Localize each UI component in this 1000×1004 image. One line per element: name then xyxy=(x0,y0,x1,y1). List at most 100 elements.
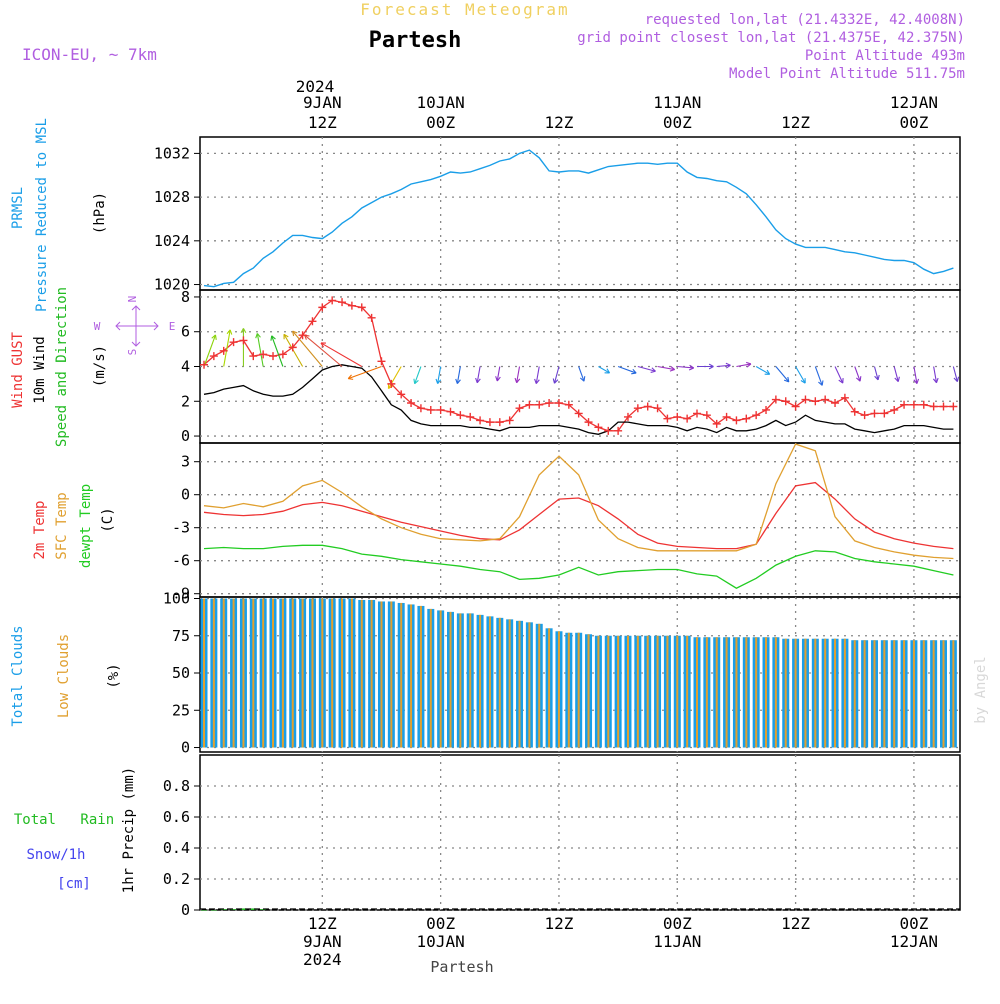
low-cloud-bar xyxy=(331,598,334,748)
wind-barb-head xyxy=(514,377,521,384)
gust-marker xyxy=(308,317,317,326)
y-tick-label: 50 xyxy=(172,664,190,682)
gust-marker xyxy=(831,399,840,408)
gust-marker xyxy=(318,303,327,312)
low-cloud-bar xyxy=(360,599,363,748)
pressure-ylabel-desc: Pressure Reduced to MSL xyxy=(34,118,50,312)
time-tick-top-label: 10JAN xyxy=(417,93,465,112)
low-cloud-bar xyxy=(567,632,570,748)
time-tick-top-label: 12JAN xyxy=(890,93,938,112)
low-cloud-bar xyxy=(242,598,245,748)
wind-barb xyxy=(203,334,217,367)
low-cloud-bar xyxy=(646,635,649,748)
time-tick-top-label: 12Z xyxy=(545,113,574,132)
gust-marker xyxy=(436,405,445,414)
y-tick-label: 8 xyxy=(181,288,190,306)
temp-sfc-line xyxy=(203,443,954,560)
rain-bar xyxy=(250,908,257,910)
low-cloud-bar xyxy=(794,638,797,748)
wind-barb xyxy=(456,366,461,384)
y-tick-label: 3 xyxy=(181,453,190,471)
wind-barb xyxy=(657,365,675,371)
time-tick-bottom-label: 9JAN xyxy=(303,932,342,951)
low-cloud-bar xyxy=(774,637,777,748)
wind-barb xyxy=(775,366,790,383)
model-altitude: Model Point Altitude 511.75m xyxy=(729,66,965,82)
gust-marker xyxy=(584,418,593,427)
wind-barb-head xyxy=(413,378,419,385)
time-tick-bottom-label: 11JAN xyxy=(653,932,701,951)
wind-barb xyxy=(834,366,844,384)
gust-marker xyxy=(693,409,701,418)
wind-barb xyxy=(755,366,770,375)
wind-barb xyxy=(814,366,823,386)
low-cloud-bar xyxy=(696,637,698,748)
wind-barb xyxy=(516,366,521,383)
pressure-panel xyxy=(199,136,961,291)
y-tick-label: 1032 xyxy=(154,144,190,162)
gust-marker xyxy=(200,360,208,369)
gust-marker xyxy=(623,412,632,421)
compass-south: S xyxy=(126,349,139,356)
wind-barb-head xyxy=(874,374,880,381)
wind-barb-head xyxy=(725,362,731,369)
low-cloud-bar xyxy=(824,638,827,748)
wind-ylabel-10m: 10m Wind xyxy=(32,336,48,403)
wind-barb-head xyxy=(604,368,611,374)
wind-ylabel-speed: Speed and Direction xyxy=(54,287,70,447)
y-tick-label: 0 xyxy=(181,901,190,919)
gust-marker xyxy=(801,395,810,404)
gust-marker xyxy=(535,400,544,409)
low-cloud-bar xyxy=(291,598,294,748)
low-cloud-bar xyxy=(587,634,590,748)
gust-marker xyxy=(762,405,771,414)
low-cloud-bar xyxy=(952,640,955,748)
low-cloud-bar xyxy=(853,640,856,748)
low-cloud-bar xyxy=(557,631,560,748)
time-tick-bottom-label: 00Z xyxy=(899,914,928,933)
low-cloud-bar xyxy=(429,608,432,748)
low-cloud-bar xyxy=(705,637,708,748)
gust-marker xyxy=(840,393,849,402)
wind-barb-head xyxy=(579,376,586,382)
wind-barb-head xyxy=(838,378,844,384)
y-tick-label: 1028 xyxy=(154,188,190,206)
low-cloud-bar xyxy=(607,635,610,748)
low-cloud-bar xyxy=(380,601,383,748)
y-tick-label: 4 xyxy=(181,358,190,376)
compass-east: E xyxy=(169,320,176,333)
low-cloud-bar xyxy=(203,598,205,748)
gust-marker xyxy=(870,409,879,418)
low-cloud-bar xyxy=(469,613,472,748)
low-cloud-bar xyxy=(597,635,600,748)
y-tick-label: 100 xyxy=(163,589,190,607)
wind-barb xyxy=(952,366,958,382)
wind-barb-head xyxy=(226,329,233,335)
low-cloud-bar xyxy=(508,619,511,748)
wind-barbs xyxy=(203,328,960,390)
gust-marker xyxy=(387,379,396,388)
low-cloud-bar xyxy=(883,640,886,748)
y-tick-label: 0.2 xyxy=(163,870,190,888)
wind-barb-head xyxy=(764,369,771,375)
grid-point-coords: grid point closest lon,lat (21.4375E, 42… xyxy=(577,30,965,46)
compass-north: N xyxy=(126,296,139,303)
wind-barb-head xyxy=(855,376,862,382)
pressure-ylabel-prmsl: PRMSL xyxy=(10,187,26,229)
wind-barb-head xyxy=(240,328,247,334)
wind-barb-head xyxy=(650,367,656,373)
low-cloud-bar xyxy=(903,640,906,748)
wind-barb xyxy=(271,335,284,367)
gust-marker xyxy=(791,402,800,411)
low-cloud-bar xyxy=(745,637,748,748)
gust-marker xyxy=(732,416,741,425)
precip-bars xyxy=(200,908,960,911)
y-tick-label: -3 xyxy=(172,519,190,537)
gust-marker xyxy=(357,303,366,312)
gust-marker xyxy=(229,338,238,347)
gust-marker xyxy=(633,404,642,413)
time-tick-bottom-label: 00Z xyxy=(426,914,455,933)
time-tick-top-label: 12Z xyxy=(781,113,810,132)
gust-marker xyxy=(880,409,889,418)
wind-barb xyxy=(387,366,402,389)
